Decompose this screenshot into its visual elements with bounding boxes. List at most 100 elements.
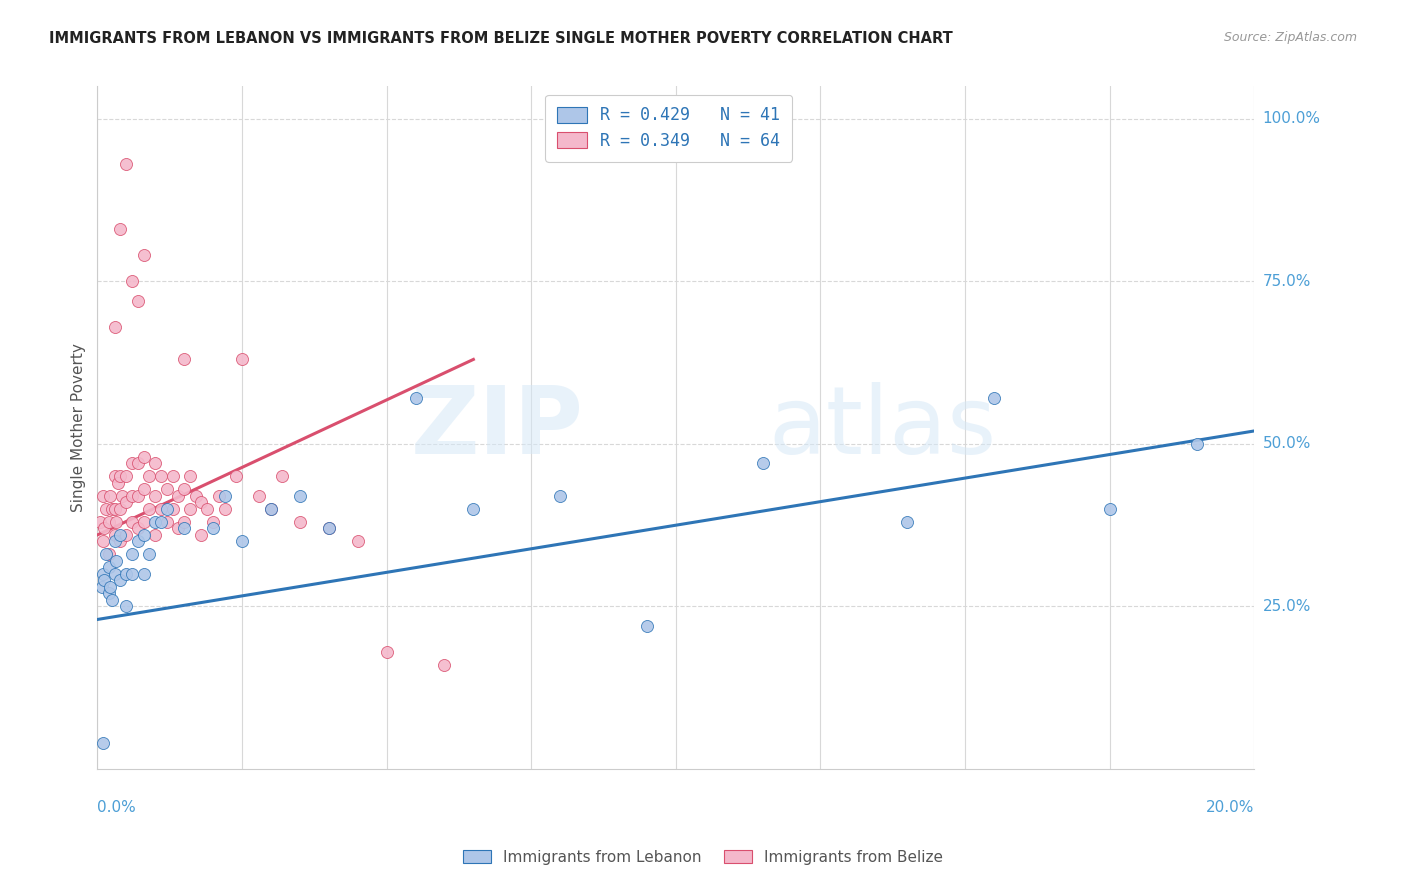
Point	[98, 580, 121, 594]
Point	[97, 548, 120, 562]
Point	[231, 534, 253, 549]
Point	[110, 469, 132, 483]
Point	[271, 469, 294, 483]
Point	[104, 502, 127, 516]
Text: 100.0%: 100.0%	[1263, 112, 1320, 127]
Point	[111, 489, 134, 503]
Point	[751, 457, 773, 471]
Point	[260, 502, 283, 516]
Point	[101, 502, 124, 516]
Point	[214, 502, 236, 516]
Point	[91, 489, 114, 503]
Point	[121, 515, 143, 529]
Point	[179, 502, 201, 516]
Point	[94, 502, 117, 516]
Point	[98, 489, 121, 503]
Point	[231, 352, 253, 367]
Point	[1185, 437, 1208, 451]
Point	[208, 489, 231, 503]
Point	[104, 534, 127, 549]
Point	[89, 515, 111, 529]
Point	[115, 528, 138, 542]
Point	[149, 515, 172, 529]
Point	[138, 469, 160, 483]
Point	[104, 554, 127, 568]
Point	[138, 502, 160, 516]
Point	[104, 566, 127, 581]
Point	[132, 248, 155, 262]
Point	[143, 515, 166, 529]
Y-axis label: Single Mother Poverty: Single Mother Poverty	[72, 343, 86, 512]
Point	[202, 515, 225, 529]
Point	[247, 489, 270, 503]
Point	[346, 534, 368, 549]
Point	[127, 521, 149, 535]
Point	[110, 502, 132, 516]
Text: IMMIGRANTS FROM LEBANON VS IMMIGRANTS FROM BELIZE SINGLE MOTHER POVERTY CORRELAT: IMMIGRANTS FROM LEBANON VS IMMIGRANTS FR…	[49, 31, 953, 46]
Point	[143, 457, 166, 471]
Point	[375, 645, 398, 659]
Point	[548, 489, 571, 503]
Point	[1098, 502, 1121, 516]
Point	[179, 469, 201, 483]
Text: ZIP: ZIP	[411, 382, 583, 474]
Point	[214, 489, 236, 503]
Text: 20.0%: 20.0%	[1206, 799, 1254, 814]
Point	[115, 495, 138, 509]
Point	[156, 515, 179, 529]
Point	[127, 489, 149, 503]
Point	[143, 528, 166, 542]
Point	[107, 475, 129, 490]
Point	[983, 392, 1005, 406]
Point	[162, 502, 184, 516]
Point	[97, 560, 120, 574]
Text: 75.0%: 75.0%	[1263, 274, 1310, 289]
Point	[121, 548, 143, 562]
Point	[190, 495, 212, 509]
Point	[97, 515, 120, 529]
Point	[132, 566, 155, 581]
Point	[636, 619, 658, 633]
Point	[101, 593, 124, 607]
Point	[405, 392, 427, 406]
Point	[156, 502, 179, 516]
Text: 50.0%: 50.0%	[1263, 436, 1310, 451]
Point	[121, 274, 143, 288]
Point	[318, 521, 340, 535]
Point	[202, 521, 225, 535]
Point	[127, 534, 149, 549]
Point	[288, 489, 311, 503]
Point	[288, 515, 311, 529]
Point	[121, 489, 143, 503]
Point	[149, 469, 172, 483]
Legend: Immigrants from Lebanon, Immigrants from Belize: Immigrants from Lebanon, Immigrants from…	[457, 844, 949, 871]
Point	[132, 528, 155, 542]
Point	[162, 469, 184, 483]
Point	[94, 548, 117, 562]
Point	[132, 515, 155, 529]
Point	[127, 457, 149, 471]
Point	[91, 534, 114, 549]
Point	[225, 469, 247, 483]
Point	[195, 502, 218, 516]
Point	[110, 574, 132, 588]
Point	[93, 574, 115, 588]
Point	[138, 548, 160, 562]
Point	[896, 515, 918, 529]
Point	[173, 352, 195, 367]
Point	[167, 489, 190, 503]
Point	[184, 489, 207, 503]
Point	[167, 521, 190, 535]
Point	[97, 586, 120, 600]
Point	[115, 566, 138, 581]
Point	[110, 534, 132, 549]
Point	[121, 457, 143, 471]
Point	[190, 528, 212, 542]
Point	[104, 319, 127, 334]
Point	[433, 657, 456, 672]
Point	[104, 469, 127, 483]
Text: atlas: atlas	[769, 382, 997, 474]
Point	[149, 502, 172, 516]
Point	[121, 566, 143, 581]
Point	[156, 483, 179, 497]
